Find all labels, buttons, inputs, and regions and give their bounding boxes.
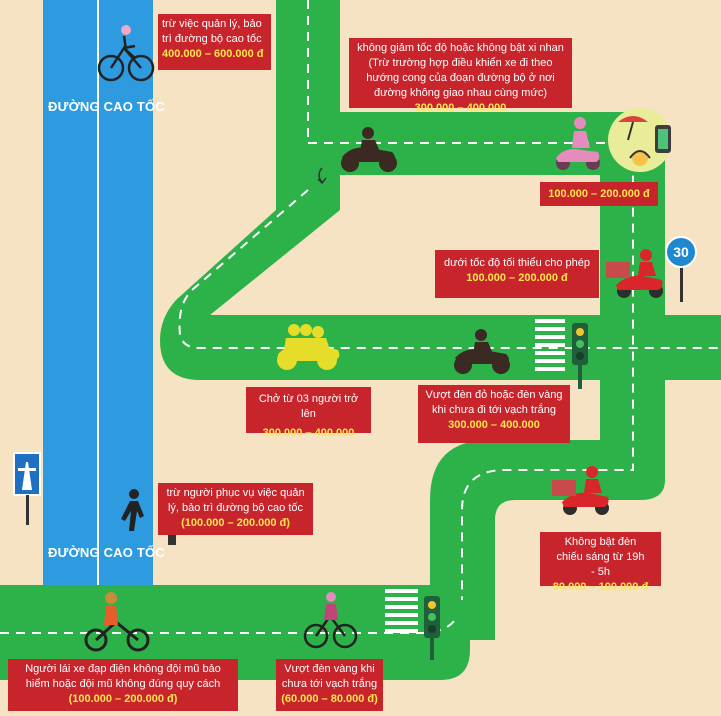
scooter-phone-icon [556,117,600,170]
phone-umbrella-icon [608,108,672,172]
violation-text: trừ việc quản lý, bảo trì đường bộ cao t… [162,18,262,45]
violation-fine: 100.000 – 200.000 đ [548,188,650,200]
highway-sign-icon [13,452,41,525]
violation-fine: (100.000 – 200.000 đ) [68,693,178,705]
violation-fine: 80.000 – 100.000 đ [552,581,649,593]
violation-text: Vượt đèn đỏ hoặc đèn vàng khi chưa đi tớ… [425,389,563,416]
traffic-light-icon [424,596,440,660]
violation-no-slow-down: không giảm tốc độ hoặc không bật xi nhan… [349,38,572,114]
violation-three-riders: Chở từ 03 người trở lên 300.000 – 400.00… [246,387,371,439]
violation-text: dưới tốc độ tối thiểu cho phép [443,257,591,269]
violation-red-light: Vượt đèn đỏ hoặc đèn vàng khi chưa đi tớ… [418,385,570,443]
violation-fine: 300.000 – 400.000 [414,102,507,114]
delivery-bike-icon [606,249,663,298]
violation-text: Không bật đèn chiếu sáng từ 19h - 5h [556,536,645,578]
violation-fine: 300.000 – 400.000 [448,419,540,431]
highway-label-top: ĐƯỜNG CAO TỐC [48,99,165,114]
violation-bicycle-highway: trừ việc quản lý, bảo trì đường bộ cao t… [158,14,271,70]
road-bottom [0,585,470,680]
motorbike-icon [341,127,397,172]
violation-no-lights: Không bật đèn chiếu sáng từ 19h - 5h 80.… [540,532,661,593]
motorbike-red-light-icon [454,329,510,374]
highway-label-bottom: ĐƯỜNG CAO TỐC [48,545,165,560]
violation-min-speed: dưới tốc độ tối thiểu cho phép 100.000 –… [435,250,599,298]
violation-fine: 300.000 – 400.000 [262,427,355,439]
violation-yellow-light: Vượt đèn vàng khi chưa tới vạch trắng (6… [276,659,383,711]
three-riders-icon [277,324,340,370]
delivery-bike-icon [552,466,609,515]
violation-ebike-helmet: Người lái xe đạp điện không đội mũ bảo h… [8,659,238,711]
violation-fine: (60.000 – 80.000 đ) [281,693,378,705]
road-curve-left [160,150,721,380]
violation-fine: (100.000 – 200.000 đ) [181,517,290,529]
violation-text: Vượt đèn vàng khi chưa tới vạch trắng [281,663,378,690]
road-right-descent [430,380,665,560]
violation-text: không giảm tốc độ hoặc không bật xi nhan… [357,42,564,99]
ebike-rider-icon [84,592,150,652]
turn-arrow-icon [317,167,327,185]
cyclist-highway-icon [97,25,155,82]
violation-pedestrian-highway: trừ người phục vụ việc quản lý, bảo trì … [158,483,313,535]
violation-phone-umbrella: 100.000 – 200.000 đ [540,182,658,206]
violation-text: Chở từ 03 người trở lên [258,393,359,420]
violation-text: Người lái xe đạp điện không đội mũ bảo h… [25,663,221,690]
violation-fine: 100.000 – 200.000 đ [466,272,568,284]
traffic-light-icon [572,323,588,389]
violation-text: trừ người phục vụ việc quản lý, bảo trì … [166,487,305,514]
sign-post [680,266,683,302]
violation-fine: 400.000 – 600.000 đ [162,48,264,60]
pedestrian-icon [121,489,144,531]
cyclist-yellow-light-icon [303,592,358,649]
speed-limit-sign: 30 [665,236,697,268]
